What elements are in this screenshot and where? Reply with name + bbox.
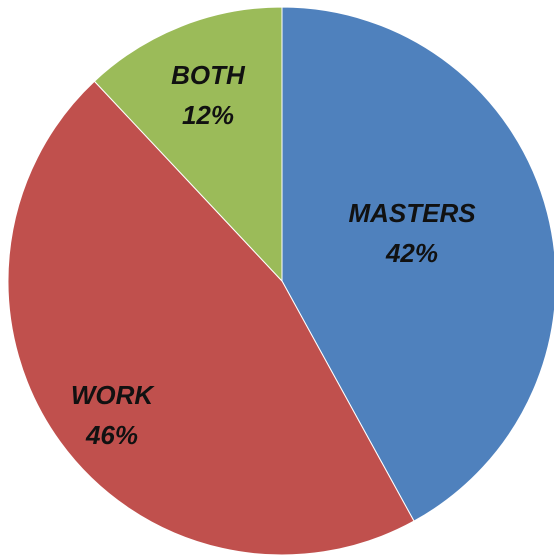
pie-slice-work bbox=[7, 80, 415, 556]
pie-slice-masters bbox=[281, 6, 554, 522]
pie-labels: MASTERS 42% WORK 46% BOTH 12% bbox=[71, 60, 476, 450]
pie-slices bbox=[7, 6, 554, 556]
slice-label-work: WORK bbox=[71, 380, 156, 410]
slice-value-work: 46% bbox=[85, 420, 138, 450]
slice-label-both: BOTH bbox=[171, 60, 246, 90]
slice-label-masters: MASTERS bbox=[348, 198, 476, 228]
pie-slice-both bbox=[93, 6, 283, 283]
slice-value-masters: 42% bbox=[385, 238, 438, 268]
slice-value-both: 12% bbox=[182, 100, 234, 130]
